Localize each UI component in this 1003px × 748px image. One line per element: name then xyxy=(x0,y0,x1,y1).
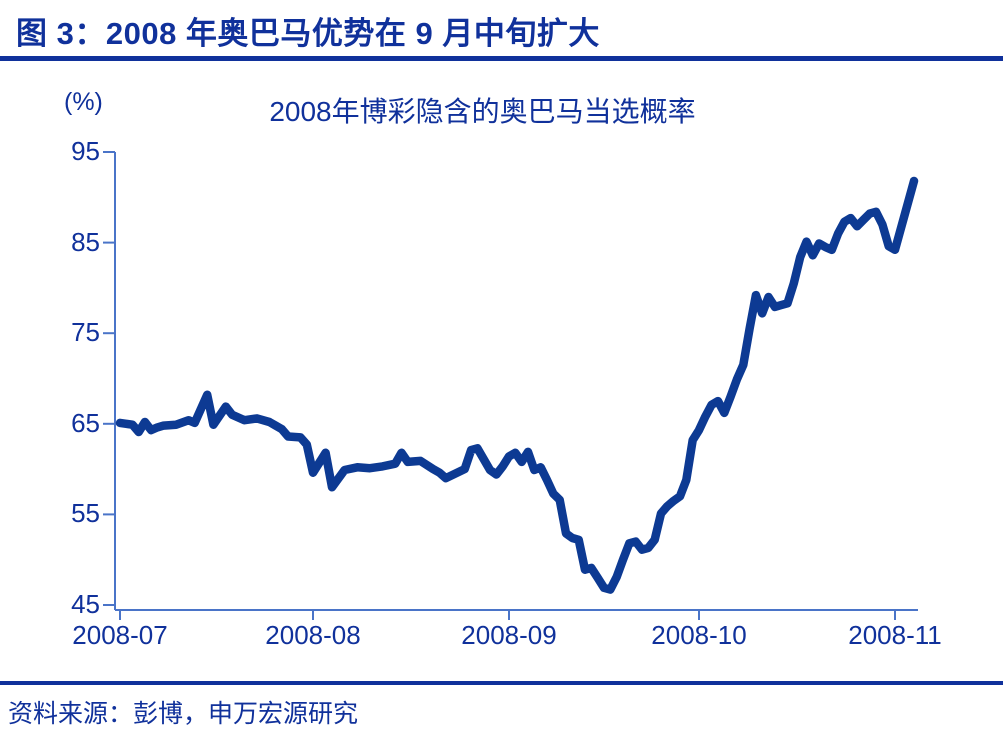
y-axis-tick-label: 65 xyxy=(71,407,100,438)
y-axis-tick-label: 85 xyxy=(71,226,100,257)
x-axis-tick-label: 2008-08 xyxy=(265,620,361,650)
y-axis-tick-label: 75 xyxy=(71,317,100,348)
title-divider-rule xyxy=(0,56,1003,61)
footer-divider-rule xyxy=(0,681,1003,685)
x-axis-tick-label: 2008-09 xyxy=(461,620,557,650)
y-axis-tick-label: 55 xyxy=(71,498,100,529)
y-axis-tick-label: 95 xyxy=(71,136,100,166)
x-axis-tick-label: 2008-11 xyxy=(848,620,942,650)
source-note: 资料来源：彭博，申万宏源研究 xyxy=(8,700,359,728)
probability-line-series xyxy=(115,176,919,594)
chart-title: 2008年博彩隐含的奥巴马当选概率 xyxy=(269,96,696,127)
x-axis-tick-label: 2008-07 xyxy=(72,620,168,650)
x-axis-tick-label: 2008-10 xyxy=(651,620,747,650)
y-axis-unit-label: (%) xyxy=(64,88,103,116)
y-axis-tick-label: 45 xyxy=(71,589,100,619)
figure-title: 图 3：2008 年奥巴马优势在 9 月中旬扩大 xyxy=(16,16,600,51)
